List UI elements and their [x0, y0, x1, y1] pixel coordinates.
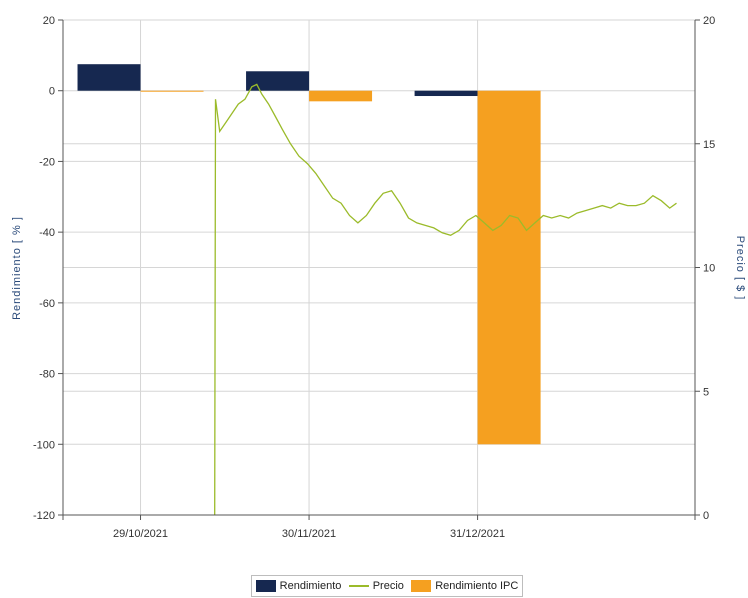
right-axis-ticks: 20 15 10 5 0 — [695, 15, 715, 522]
legend-swatch-precio — [348, 585, 369, 587]
bar-rendimiento — [246, 71, 310, 91]
legend-label-rendimiento: Rendimiento — [279, 580, 342, 592]
right-tick-label: 20 — [703, 15, 715, 27]
legend-label-precio: Precio — [372, 580, 404, 592]
left-tick-label: -40 — [39, 227, 55, 239]
left-tick-label: -120 — [33, 510, 55, 522]
legend-swatch-rendimiento-ipc — [411, 580, 432, 592]
x-axis-ticks: 29/10/2021 30/11/2021 31/12/2021 — [62, 515, 696, 540]
legend: Rendimiento Precio Rendimiento IPC — [251, 575, 523, 597]
x-tick-label: 31/12/2021 — [450, 528, 505, 540]
left-tick-label: -20 — [39, 156, 55, 168]
series-line-precio — [214, 83, 677, 516]
x-tick-label: 30/11/2021 — [282, 528, 336, 540]
legend-label-rendimiento-ipc: Rendimiento IPC — [435, 580, 519, 592]
bar-rendimiento-ipc — [140, 90, 204, 92]
price-line — [214, 83, 677, 516]
left-axis-title: Rendimiento [ % ] — [11, 216, 23, 320]
left-tick-label: 20 — [43, 15, 55, 27]
bar-rendimiento-ipc — [309, 90, 373, 102]
left-axis-ticks: 20 0 -20 -40 -60 -80 -100 -120 — [33, 15, 63, 522]
left-tick-label: 0 — [49, 86, 55, 98]
bar-rendimiento — [77, 64, 141, 91]
legend-swatch-rendimiento — [255, 580, 276, 592]
right-tick-label: 15 — [703, 139, 715, 151]
grid — [63, 19, 695, 516]
bars — [77, 64, 541, 445]
legend-item-rendimiento-ipc: Rendimiento IPC — [411, 580, 518, 592]
right-tick-label: 5 — [703, 386, 709, 398]
x-tick-label: 29/10/2021 — [113, 528, 168, 540]
right-axis-title: Precio [ $ ] — [734, 236, 746, 301]
right-tick-label: 0 — [703, 510, 709, 522]
left-tick-label: -100 — [33, 439, 55, 451]
right-tick-label: 10 — [703, 263, 715, 275]
legend-item-rendimiento: Rendimiento — [255, 580, 342, 592]
legend-item-precio: Precio — [348, 580, 404, 592]
left-tick-label: -60 — [39, 298, 55, 310]
bar-rendimiento-ipc — [477, 90, 541, 445]
left-tick-label: -80 — [39, 369, 55, 381]
bar-rendimiento — [414, 90, 478, 97]
